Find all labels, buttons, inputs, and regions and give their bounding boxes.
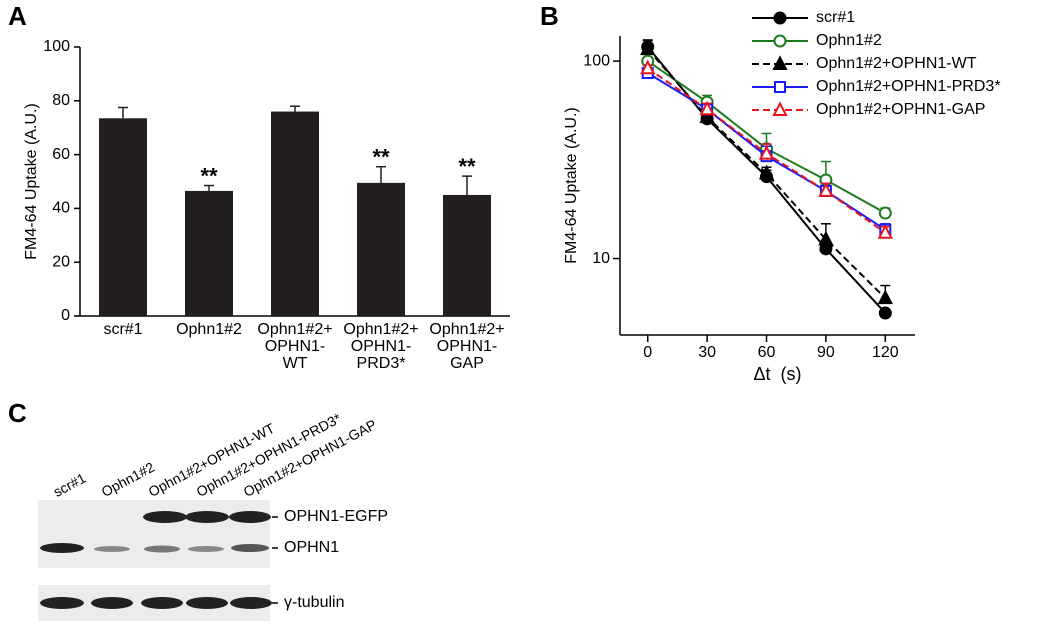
significance: ** xyxy=(200,163,218,188)
legend-label: scr#1 xyxy=(816,9,855,26)
bar xyxy=(357,182,405,316)
x-axis-label: Δt (s) xyxy=(753,364,801,384)
band xyxy=(229,511,271,523)
marker xyxy=(818,182,834,197)
blot: OPHN1-EGFP OPHN1 γ-tubulin scr#1 Ophn1#2… xyxy=(38,410,388,621)
x-tick-label: 0 xyxy=(643,344,652,361)
x-tick-label: 60 xyxy=(758,344,776,361)
panel-label: A xyxy=(8,1,27,31)
x-tick-label: Ophn1#2+ xyxy=(429,321,504,338)
legend-marker xyxy=(772,101,788,116)
bar xyxy=(99,118,147,316)
x-tick-label: Ophn1#2+ xyxy=(257,321,332,338)
x-tick-label: 30 xyxy=(698,344,716,361)
significance: ** xyxy=(372,145,390,170)
x-tick-label: GAP xyxy=(450,355,484,372)
lane-label: Ophn1#2 xyxy=(99,459,158,500)
marker xyxy=(818,230,834,246)
x-tick-label: scr#1 xyxy=(103,321,142,338)
bar xyxy=(271,111,319,316)
marker xyxy=(640,40,656,56)
band-label: OPHN1-EGFP xyxy=(284,508,388,525)
band xyxy=(143,511,187,523)
x-tick-label: OPHN1- xyxy=(351,338,411,355)
y-tick-label: 80 xyxy=(52,92,70,109)
band xyxy=(40,543,84,553)
legend-marker xyxy=(773,34,787,48)
band xyxy=(141,597,183,609)
band-label: OPHN1 xyxy=(284,539,339,556)
marker xyxy=(878,306,892,320)
legend-label: Ophn1#2+OPHN1-PRD3* xyxy=(816,78,1001,95)
y-tick-label: 100 xyxy=(43,38,70,55)
band xyxy=(231,544,269,552)
marker xyxy=(878,206,892,220)
x-tick-label: 90 xyxy=(817,344,835,361)
y-tick-label: 20 xyxy=(52,253,70,270)
marker xyxy=(699,108,715,124)
y-tick-label: 10 xyxy=(592,250,610,267)
band xyxy=(40,597,84,609)
marker xyxy=(877,224,893,239)
x-tick-label: Ophn1#2+ xyxy=(343,321,418,338)
bar xyxy=(443,194,491,316)
marker xyxy=(699,100,715,116)
y-axis-label: FM4-64 Uptake (A.U.) xyxy=(23,103,40,259)
band xyxy=(94,546,130,552)
marker xyxy=(758,164,775,180)
significance: ** xyxy=(458,154,476,179)
band xyxy=(186,597,228,609)
band xyxy=(91,597,133,609)
blot-membrane xyxy=(38,500,270,568)
y-tick-label: 0 xyxy=(61,307,70,324)
x-tick-label: Ophn1#2 xyxy=(176,321,242,338)
legend-label: Ophn1#2+OPHN1-WT xyxy=(816,55,977,72)
y-tick-label: 60 xyxy=(52,146,70,163)
legend-label: Ophn1#2+OPHN1-GAP xyxy=(816,101,985,118)
legend-marker xyxy=(774,81,786,93)
y-tick-label: 40 xyxy=(52,200,70,217)
bar xyxy=(185,190,233,316)
y-tick-label: 100 xyxy=(583,52,610,69)
band-label: γ-tubulin xyxy=(284,594,344,611)
x-tick-label: WT xyxy=(283,355,308,372)
legend-marker xyxy=(773,11,787,25)
marker xyxy=(640,59,656,75)
legend-marker xyxy=(772,55,788,70)
panel-label: B xyxy=(540,1,559,31)
x-tick-label: PRD3* xyxy=(357,355,406,372)
x-tick-label: 120 xyxy=(872,344,899,361)
marker xyxy=(758,144,775,160)
x-tick-label: OPHN1- xyxy=(265,338,325,355)
lane-label: scr#1 xyxy=(51,470,89,500)
band xyxy=(188,546,224,552)
marker xyxy=(877,289,893,305)
band xyxy=(144,545,180,553)
panel-label: C xyxy=(8,398,27,428)
y-axis-label: FM4-64 Uptake (A.U.) xyxy=(563,107,580,263)
x-tick-label: OPHN1- xyxy=(437,338,497,355)
band xyxy=(230,597,272,609)
legend-label: Ophn1#2 xyxy=(816,32,882,49)
band xyxy=(185,511,229,523)
